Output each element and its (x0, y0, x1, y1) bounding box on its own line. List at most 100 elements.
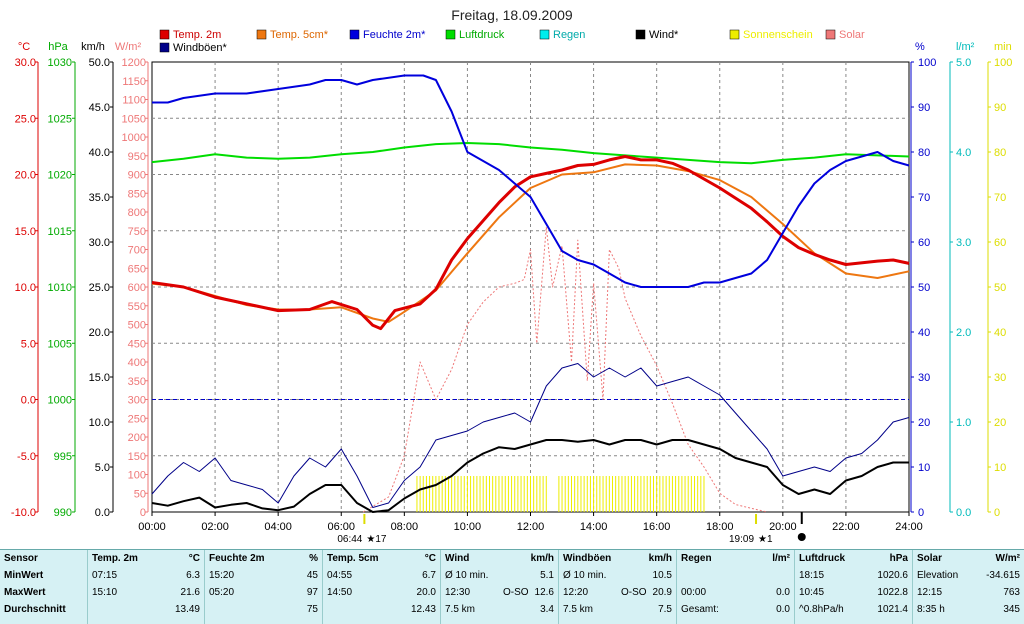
left-axis-tick-label: 20.0 (89, 327, 110, 339)
stats-unit-regen: l/m² (772, 553, 790, 564)
stats-value: 20.0 (416, 587, 436, 598)
x-tick-label: 02:00 (201, 521, 229, 533)
legend-label: Regen (553, 29, 585, 41)
left-axis-tick-label: 1000 (48, 395, 72, 407)
stats-unit-wind: km/h (530, 553, 554, 564)
wind-line (151, 439, 909, 513)
right-axis-tick-label: 80 (918, 147, 930, 159)
stats-col-regen: Regen l/m² 00:00 0.0 Gesamt: 0.0 (677, 550, 795, 624)
left-axis-tick-label: -5.0 (17, 451, 36, 463)
right-axis-tick-label: 3.0 (956, 237, 971, 249)
legend-label: Luftdruck (459, 29, 505, 41)
left-axis-tick-label: 1030 (48, 57, 72, 69)
legend-swatch (159, 29, 170, 40)
right-axis-tick-label: 60 (918, 237, 930, 249)
right-axis-tick-label: 80 (994, 147, 1006, 159)
stats-col-wind: Wind km/h Ø 10 min. 5.1 12:30 O-SO 12.6 7.5 … (441, 550, 559, 624)
temp2m-line (151, 155, 910, 331)
stats-time: Gesamt: (681, 604, 719, 615)
right-axis-tick-label: 40 (994, 327, 1006, 339)
x-tick-label: 16:00 (643, 521, 671, 533)
left-axis-tick-label: 5.0 (21, 338, 36, 350)
left-axis-tick-label: 600 (128, 282, 146, 294)
stats-time: 7.5 km (445, 604, 476, 615)
stats-unit-feuchte: % (309, 553, 318, 564)
right-axis-tick-label: 20 (994, 417, 1006, 429)
legend-label: Feuchte 2m* (363, 29, 426, 41)
left-axis-tick-label: 0 (140, 507, 146, 519)
stats-value: 345 (1003, 604, 1020, 615)
left-axis-tick-label: 35.0 (89, 192, 110, 204)
stats-col-temp2m: Temp. 2m °C 07:15 6.3 15:10 21.6 13.49 (88, 550, 205, 624)
stats-value: 7.5 (658, 604, 672, 615)
sunrise-suffix: ★17 (366, 534, 387, 545)
left-axis-tick-label: 5.0 (95, 462, 110, 474)
stats-value: 6.7 (422, 570, 436, 581)
stats-unit-temp2m: °C (188, 553, 200, 564)
legend-swatch (825, 29, 836, 40)
right-axis-tick-label: 0.0 (956, 507, 971, 519)
x-tick-label: 24:00 (895, 521, 923, 533)
legend-swatch (349, 29, 360, 40)
stats-time: 15:20 (209, 570, 235, 581)
stats-time: 10:45 (799, 587, 825, 598)
right-axis-tick-label: 0 (918, 507, 924, 519)
x-tick-label: 04:00 (264, 521, 292, 533)
right-axis-tick-label: 50 (994, 282, 1006, 294)
left-axis-tick-label: 350 (128, 376, 146, 388)
left-axis-tick-label: 30.0 (89, 237, 110, 249)
stats-unit-temp5cm: °C (424, 553, 436, 564)
legend-label: Temp. 2m (173, 29, 221, 41)
right-axis-unit: min (994, 41, 1012, 53)
left-axis-tick-label: 500 (128, 320, 146, 332)
left-axis-tick-label: 200 (128, 432, 146, 444)
stats-value: 1022.8 (877, 587, 908, 598)
right-axis-tick-label: 40 (918, 327, 930, 339)
left-axis-tick-label: 995 (54, 451, 72, 463)
moon-icon (797, 533, 806, 541)
stats-value: 12.43 (410, 604, 436, 615)
windboeen-line (151, 363, 910, 508)
stats-time: 8:35 h (917, 604, 945, 615)
left-axis-tick-label: 750 (128, 226, 146, 238)
stats-time: Elevation (917, 570, 959, 581)
x-tick-label: 08:00 (391, 521, 419, 533)
legend-swatch (445, 29, 456, 40)
right-axis-tick-label: 70 (994, 192, 1006, 204)
stats-header-temp5cm: Temp. 5cm (327, 553, 379, 564)
left-axis-tick-label: 25.0 (15, 113, 36, 125)
stats-header-windboeen: Windböen (563, 553, 612, 564)
left-axis-tick-label: 1015 (48, 226, 72, 238)
feuchte-line (152, 74, 910, 288)
stats-time: 12:30 (445, 587, 471, 598)
stats-value: -34.615 (986, 570, 1020, 581)
left-axis-tick-label: 250 (128, 413, 146, 425)
stats-value: 763 (1003, 587, 1020, 598)
stats-unit-solar: W/m² (995, 553, 1020, 564)
stats-value: 10.5 (652, 570, 672, 581)
stats-header-sensor: Sensor (4, 553, 38, 564)
left-axis-tick-label: 400 (128, 357, 146, 369)
grid (152, 62, 909, 512)
stats-time: 15:10 (92, 587, 118, 598)
stats-time: 14:50 (327, 587, 353, 598)
right-axis-tick-label: 20 (918, 417, 930, 429)
left-axis-unit: hPa (48, 41, 68, 53)
left-axis-tick-label: 20.0 (15, 170, 36, 182)
left-axis-tick-label: 850 (128, 188, 146, 200)
stats-col-solar: Solar W/m² Elevation -34.615 12:15 763 8:35… (913, 550, 1024, 624)
left-axis-tick-label: 1025 (48, 113, 72, 125)
legend-label: Windböen* (173, 42, 228, 54)
left-axis-tick-label: 900 (128, 170, 146, 182)
left-axis-tick-label: 15.0 (89, 372, 110, 384)
stats-time: 7.5 km (563, 604, 594, 615)
stats-unit-windboeen: km/h (648, 553, 672, 564)
left-axis-tick-label: 30.0 (15, 57, 36, 69)
stats-col-temp5cm: Temp. 5cm °C 04:55 6.7 14:50 20.0 12.43 (323, 550, 441, 624)
stats-value: 21.6 (180, 587, 200, 598)
sunrise-label: 06:44 (337, 534, 362, 545)
axes: 00:00 02:00 04:00 06:00 08:00 10:00 12:00 14:00… (11, 41, 1012, 545)
right-axis-tick-label: 70 (918, 192, 930, 204)
left-axis-tick-label: 1020 (48, 170, 72, 182)
stats-time: 18:15 (799, 570, 825, 581)
